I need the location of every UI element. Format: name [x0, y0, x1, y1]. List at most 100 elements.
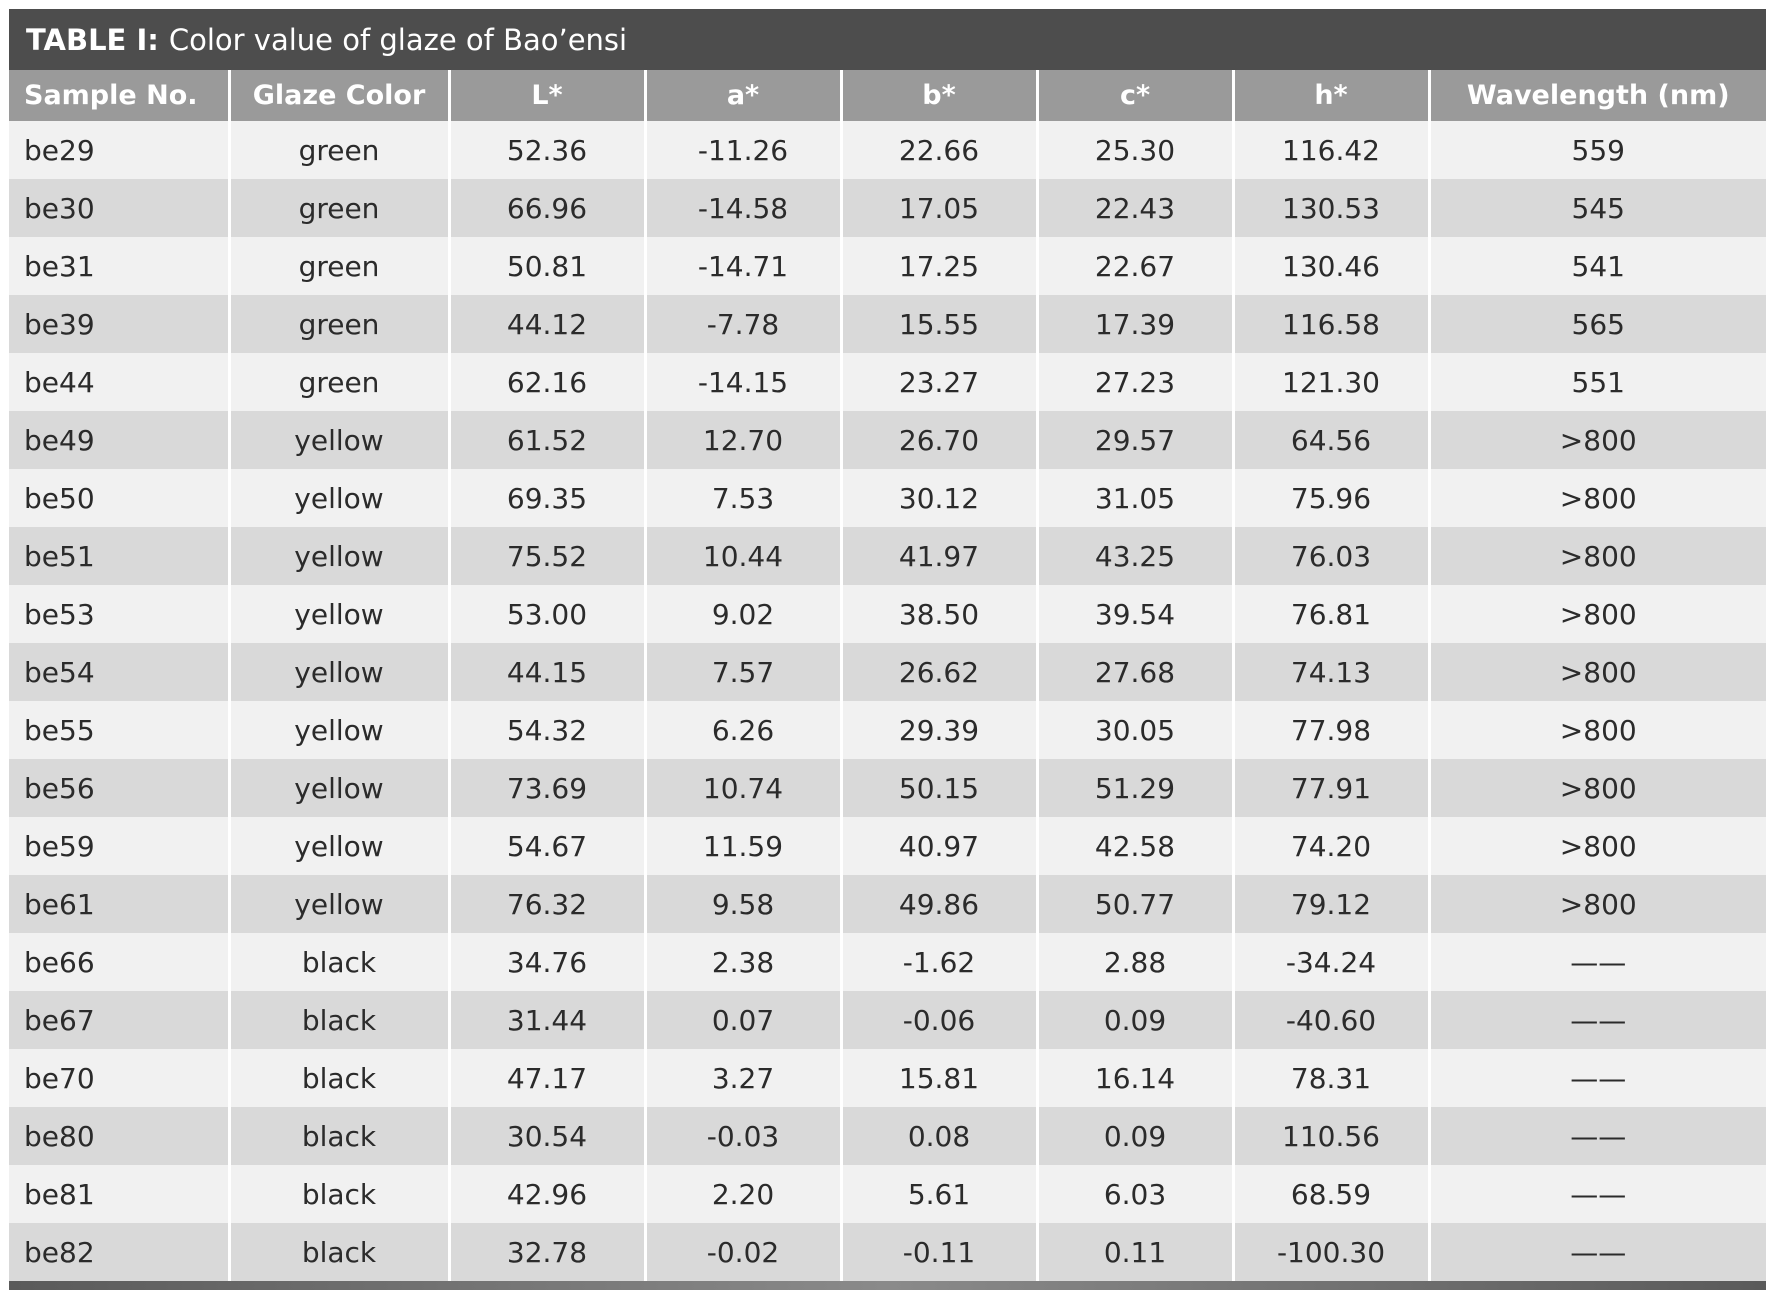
data-table-container: TABLE I: Color value of glaze of Bao’ens… [9, 9, 1766, 1290]
table-cell: 0.07 [645, 991, 843, 1049]
table-row: be66 black 34.76 2.38 -1.62 2.88 -34.24 —— [9, 933, 1766, 991]
table-cell: 22.66 [841, 121, 1039, 179]
table-row: be49 yellow 61.52 12.70 26.70 29.57 64.56 >800 [9, 411, 1766, 469]
table-cell: 79.12 [1233, 875, 1431, 933]
table-cell: 7.57 [645, 643, 843, 701]
table-cell: >800 [1429, 527, 1766, 585]
table-body: be29 green 52.36 -11.26 22.66 25.30 116.42 559 b… [9, 121, 1766, 1281]
table-cell: -0.03 [645, 1107, 843, 1165]
table-cell: 50.81 [449, 237, 647, 295]
table-cell: 73.69 [449, 759, 647, 817]
table-cell: —— [1429, 1049, 1766, 1107]
table-cell: 17.25 [841, 237, 1039, 295]
table-cell: —— [1429, 991, 1766, 1049]
table-cell: yellow [229, 527, 451, 585]
table-cell: 2.20 [645, 1165, 843, 1223]
table-cell: 23.27 [841, 353, 1039, 411]
table-cell: -14.15 [645, 353, 843, 411]
table-cell: 22.43 [1037, 179, 1235, 237]
table-cell: -1.62 [841, 933, 1039, 991]
table-cell: 7.53 [645, 469, 843, 527]
table-cell: -11.26 [645, 121, 843, 179]
table-cell: -0.11 [841, 1223, 1039, 1281]
table-row: be81 black 42.96 2.20 5.61 6.03 68.59 —— [9, 1165, 1766, 1223]
table-cell: —— [1429, 1107, 1766, 1165]
table-cell: green [229, 121, 451, 179]
table-cell: black [229, 933, 451, 991]
table-cell: be66 [9, 933, 231, 991]
table-cell: 2.88 [1037, 933, 1235, 991]
table-cell: 75.52 [449, 527, 647, 585]
table-title-label: TABLE I: [26, 22, 159, 57]
table-cell: be56 [9, 759, 231, 817]
column-header: Sample No. [9, 70, 231, 121]
table-cell: 17.05 [841, 179, 1039, 237]
table-cell: 69.35 [449, 469, 647, 527]
table-cell: >800 [1429, 875, 1766, 933]
table-cell: 74.20 [1233, 817, 1431, 875]
table-cell: be82 [9, 1223, 231, 1281]
column-header: b* [841, 70, 1039, 121]
table-cell: black [229, 1165, 451, 1223]
table-cell: 54.67 [449, 817, 647, 875]
table-cell: yellow [229, 759, 451, 817]
table-cell: black [229, 991, 451, 1049]
column-header: Wavelength (nm) [1429, 70, 1766, 121]
table-cell: be61 [9, 875, 231, 933]
column-header: c* [1037, 70, 1235, 121]
table-row: be80 black 30.54 -0.03 0.08 0.09 110.56 —— [9, 1107, 1766, 1165]
table-cell: 30.05 [1037, 701, 1235, 759]
table-row: be51 yellow 75.52 10.44 41.97 43.25 76.03 >800 [9, 527, 1766, 585]
table-title-text: Color value of glaze of Bao’ensi [168, 22, 628, 57]
table-cell: 0.08 [841, 1107, 1039, 1165]
table-cell: 116.42 [1233, 121, 1431, 179]
table-cell: 6.26 [645, 701, 843, 759]
table-cell: 40.97 [841, 817, 1039, 875]
table-row: be70 black 47.17 3.27 15.81 16.14 78.31 —— [9, 1049, 1766, 1107]
table-cell: be67 [9, 991, 231, 1049]
table-row: be55 yellow 54.32 6.26 29.39 30.05 77.98 >800 [9, 701, 1766, 759]
table-row: be59 yellow 54.67 11.59 40.97 42.58 74.20 >800 [9, 817, 1766, 875]
table-cell: 565 [1429, 295, 1766, 353]
table-cell: 130.53 [1233, 179, 1431, 237]
table-row: be67 black 31.44 0.07 -0.06 0.09 -40.60 —— [9, 991, 1766, 1049]
table-cell: 541 [1429, 237, 1766, 295]
table-cell: 42.96 [449, 1165, 647, 1223]
table-cell: 42.58 [1037, 817, 1235, 875]
table-cell: 76.81 [1233, 585, 1431, 643]
table-cell: 50.15 [841, 759, 1039, 817]
table-cell: yellow [229, 817, 451, 875]
table-cell: >800 [1429, 411, 1766, 469]
table-cell: 49.86 [841, 875, 1039, 933]
table-cell: 30.54 [449, 1107, 647, 1165]
table-cell: 51.29 [1037, 759, 1235, 817]
table-cell: yellow [229, 701, 451, 759]
table-cell: 52.36 [449, 121, 647, 179]
table-cell: be70 [9, 1049, 231, 1107]
table-cell: 62.16 [449, 353, 647, 411]
table-cell: green [229, 179, 451, 237]
table-cell: 6.03 [1037, 1165, 1235, 1223]
table-cell: yellow [229, 585, 451, 643]
table-cell: 32.78 [449, 1223, 647, 1281]
table-cell: be55 [9, 701, 231, 759]
table-cell: -0.06 [841, 991, 1039, 1049]
table-cell: >800 [1429, 585, 1766, 643]
table-cell: 27.68 [1037, 643, 1235, 701]
table-cell: 9.02 [645, 585, 843, 643]
table-cell: 15.81 [841, 1049, 1039, 1107]
table-cell: 15.55 [841, 295, 1039, 353]
table-cell: 11.59 [645, 817, 843, 875]
table-cell: be29 [9, 121, 231, 179]
table-cell: -14.71 [645, 237, 843, 295]
table-cell: 10.74 [645, 759, 843, 817]
table-cell: 77.98 [1233, 701, 1431, 759]
table-cell: be44 [9, 353, 231, 411]
table-cell: 44.15 [449, 643, 647, 701]
table-cell: 5.61 [841, 1165, 1039, 1223]
table-cell: yellow [229, 643, 451, 701]
table-cell: 130.46 [1233, 237, 1431, 295]
table-cell: be31 [9, 237, 231, 295]
table-row: be82 black 32.78 -0.02 -0.11 0.11 -100.30 —— [9, 1223, 1766, 1281]
table-cell: -40.60 [1233, 991, 1431, 1049]
